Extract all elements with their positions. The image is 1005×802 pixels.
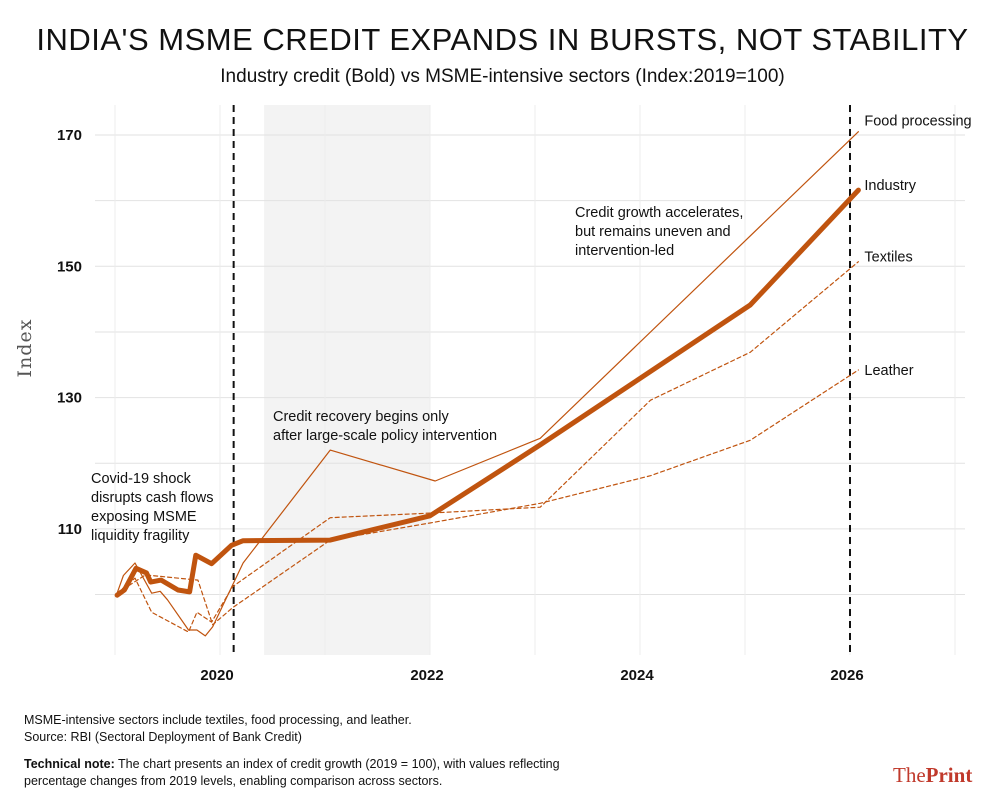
y-axis-label: Index <box>14 319 36 378</box>
chart-title: INDIA'S MSME CREDIT EXPANDS IN BURSTS, N… <box>36 22 969 57</box>
annotation-line: Credit growth accelerates, <box>575 205 744 221</box>
footnote: MSME-intensive sectors include textiles,… <box>24 713 412 727</box>
technical-note-label: Technical note: <box>24 757 115 771</box>
annotation-line: after large-scale policy intervention <box>273 428 498 444</box>
theprint-logo: ThePrint <box>893 763 972 788</box>
technical-note-text: The chart presents an index of credit gr… <box>114 757 560 771</box>
source: Source: RBI (Sectoral Deployment of Bank… <box>24 730 302 744</box>
logo-print: Print <box>925 763 973 787</box>
annotation-line: but remains uneven and <box>575 224 731 240</box>
y-tick-label: 110 <box>58 521 82 538</box>
y-tick-label: 170 <box>57 127 82 144</box>
series-line-leather <box>116 369 860 626</box>
annotation-line: liquidity fragility <box>91 528 190 544</box>
annotation-line: Credit recovery begins only <box>273 409 449 425</box>
x-tick-label: 2026 <box>830 667 863 684</box>
annotation-line: intervention-led <box>575 243 675 259</box>
annotation-recovery: Credit recovery begins only after large-… <box>273 408 497 446</box>
series-label: Textiles <box>864 250 912 266</box>
chart-subtitle: Industry credit (Bold) vs MSME-intensive… <box>220 66 785 87</box>
technical-note: Technical note: The chart presents an in… <box>24 756 560 773</box>
shaded-intervention-period <box>264 105 430 655</box>
logo-the: The <box>893 763 926 787</box>
series-line-food-processing <box>116 131 860 637</box>
x-tick-label: 2020 <box>200 667 233 684</box>
annotation-growth: Credit growth accelerates, but remains u… <box>575 204 743 261</box>
y-tick-label: 130 <box>57 390 82 407</box>
x-tick-label: 2022 <box>410 667 443 684</box>
series-label: Food processing <box>864 114 971 130</box>
technical-note-cont: percentage changes from 2019 levels, ena… <box>24 774 443 788</box>
annotation-line: Covid-19 shock <box>91 471 191 487</box>
series-line-textiles <box>116 261 860 633</box>
y-tick-label: 150 <box>57 258 82 275</box>
x-tick-label: 2024 <box>620 667 654 684</box>
series-line-industry <box>114 187 861 598</box>
annotation-line: disrupts cash flows <box>91 490 214 506</box>
series-label: Leather <box>864 363 913 379</box>
series-label: Industry <box>864 178 916 194</box>
annotation-line: exposing MSME <box>91 509 197 525</box>
annotation-covid: Covid-19 shock disrupts cash flows expos… <box>91 470 214 546</box>
